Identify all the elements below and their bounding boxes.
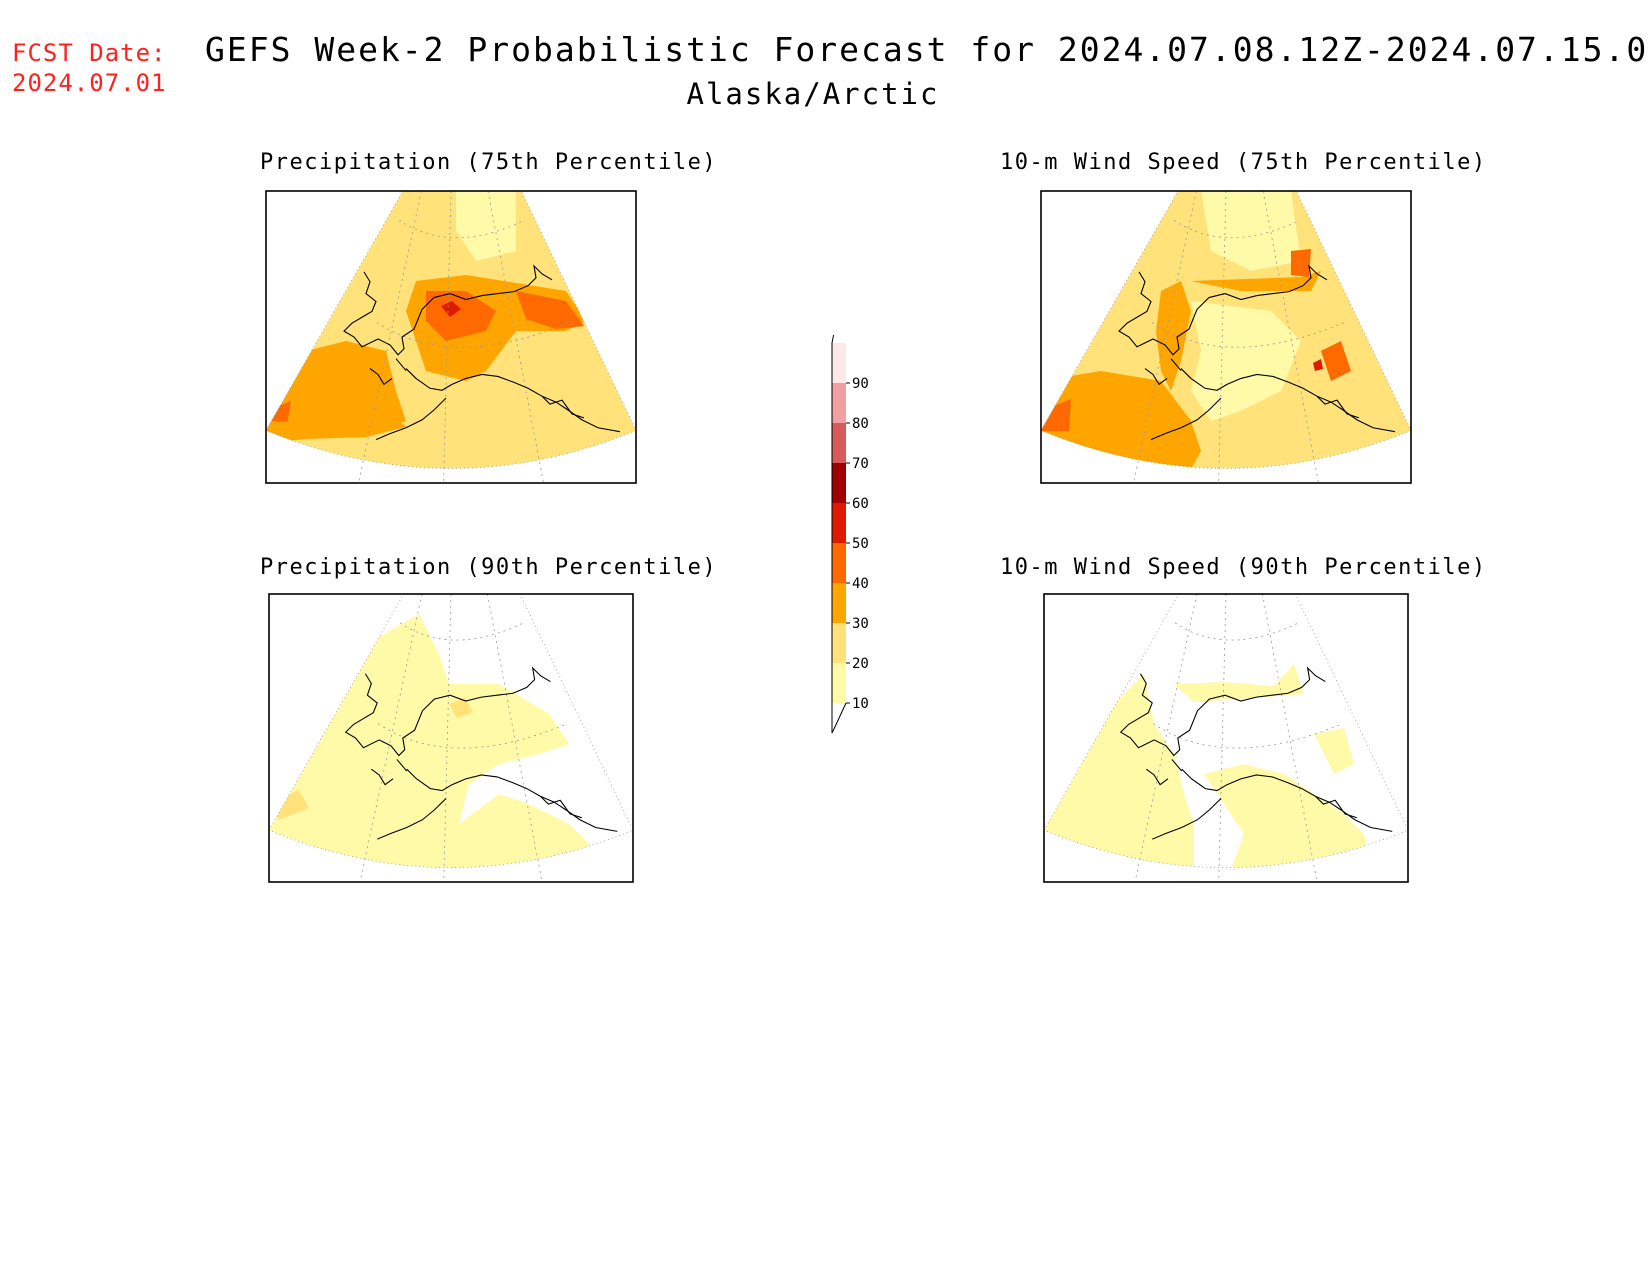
map-fill: [1044, 594, 1408, 868]
coastline: [1118, 264, 1396, 441]
fill-dark-orange-ne: [1291, 249, 1311, 277]
colorbar-swatch-60: [832, 463, 846, 503]
colorbar-label-80: 80: [852, 416, 869, 432]
region-subtitle: Alaska/Arctic: [0, 77, 1650, 111]
fill-dark-orange-se: [1321, 341, 1351, 381]
meridian: [487, 190, 544, 484]
map-frame: [268, 593, 634, 883]
colorbar-bottom-arrow: [831, 702, 847, 734]
fill-orange-coast: [1156, 281, 1191, 391]
fill-yellow-spot: [449, 698, 473, 718]
fill-orange-north-band: [1191, 271, 1321, 291]
coastline-detail: [370, 759, 583, 819]
map-boundary: [268, 593, 634, 868]
map-svg: [1043, 593, 1409, 883]
map-svg: [265, 190, 637, 484]
graticule: [1134, 593, 1343, 883]
coastline: [344, 666, 618, 840]
map-frame: [1040, 190, 1412, 484]
forecast-date-value: 2024.07.01: [12, 69, 167, 97]
colorbar-svg: 10 20 30 40 50 60 70 80 90: [831, 304, 869, 734]
panel-title-wind-75: 10-m Wind Speed (75th Percentile): [1000, 150, 1487, 175]
map-precip-90: [268, 593, 634, 883]
map-wind-90: [1043, 593, 1409, 883]
region-label: Alaska/Arctic: [686, 77, 940, 111]
meridian: [359, 593, 423, 883]
graticule: [359, 593, 568, 883]
panel-title-wind-90: 10-m Wind Speed (90th Percentile): [1000, 555, 1487, 580]
colorbar: 10 20 30 40 50 60 70 80 90: [820, 304, 880, 735]
colorbar-swatch-20: [832, 623, 846, 663]
map-boundary: [1043, 593, 1409, 868]
meridian: [1134, 593, 1198, 883]
fill-orange-sw-band: [266, 417, 406, 443]
colorbar-top-arrow: [831, 304, 840, 344]
fill-red-spot: [1313, 359, 1323, 371]
colorbar-label-10: 10: [852, 696, 869, 712]
coastline-detail: [369, 358, 585, 419]
fill-dark-orange-interior: [426, 291, 496, 341]
meridian: [487, 593, 543, 883]
colorbar-label-20: 20: [852, 656, 869, 672]
map-svg: [1040, 190, 1412, 484]
colorbar-swatch-10: [832, 663, 846, 703]
coastline-detail: [1144, 358, 1360, 419]
map-wind-75: [1040, 190, 1412, 484]
map-frame: [265, 190, 637, 484]
meridian: [443, 190, 452, 484]
coastline-detail: [1145, 759, 1358, 819]
meridian: [1218, 190, 1227, 484]
graticule: [358, 190, 570, 484]
map-fill: [266, 191, 636, 469]
colorbar-swatch-50: [832, 503, 846, 543]
meridian: [1133, 190, 1197, 484]
colorbar-swatch-80: [832, 383, 846, 423]
fill-light-west: [1044, 674, 1194, 868]
fill-south: [266, 431, 636, 469]
colorbar-swatch-30: [832, 583, 846, 623]
meridian: [443, 593, 452, 883]
meridian: [1218, 593, 1227, 883]
map-boundary: [1040, 190, 1412, 469]
map-precip-75: [265, 190, 637, 484]
parallel: [1174, 622, 1299, 641]
fill-light-interior: [1191, 301, 1301, 421]
fill-dark-orange-sw: [1041, 399, 1071, 431]
coastline: [1119, 666, 1393, 840]
parallel: [1173, 219, 1301, 239]
forecast-date-label: FCST Date:: [12, 39, 167, 67]
meridian: [358, 190, 422, 484]
map-frame: [1043, 593, 1409, 883]
map-fill: [1041, 191, 1411, 469]
map-fill: [269, 594, 633, 868]
colorbar-label-40: 40: [852, 576, 869, 592]
colorbar-swatch-90: [832, 343, 846, 383]
meridian: [1262, 190, 1319, 484]
colorbar-label-60: 60: [852, 496, 869, 512]
panel-title-precip-90: Precipitation (90th Percentile): [260, 555, 718, 580]
forecast-date-block: FCST Date: 2024.07.01: [12, 38, 167, 98]
fill-light-north: [1201, 191, 1301, 271]
colorbar-swatch-70: [832, 423, 846, 463]
coastline: [343, 264, 621, 441]
colorbar-label-70: 70: [852, 456, 869, 472]
colorbar-label-30: 30: [852, 616, 869, 632]
colorbar-label-50: 50: [852, 536, 869, 552]
graticule: [1133, 190, 1345, 484]
colorbar-swatch-40: [832, 543, 846, 583]
fill-light-north-band: [1174, 664, 1304, 702]
parallel: [399, 622, 524, 641]
parallel: [398, 219, 526, 239]
page-title: GEFS Week-2 Probabilistic Forecast for 2…: [205, 30, 1650, 69]
meridian: [1262, 593, 1318, 883]
fill-light-east: [1314, 728, 1354, 774]
fill-light: [456, 191, 516, 261]
map-svg: [268, 593, 634, 883]
colorbar-label-90: 90: [852, 376, 869, 392]
panel-title-precip-75: Precipitation (75th Percentile): [260, 150, 718, 175]
fill-dark-orange-east: [516, 291, 584, 329]
map-boundary: [265, 190, 637, 469]
fill-red-spot: [441, 301, 461, 317]
